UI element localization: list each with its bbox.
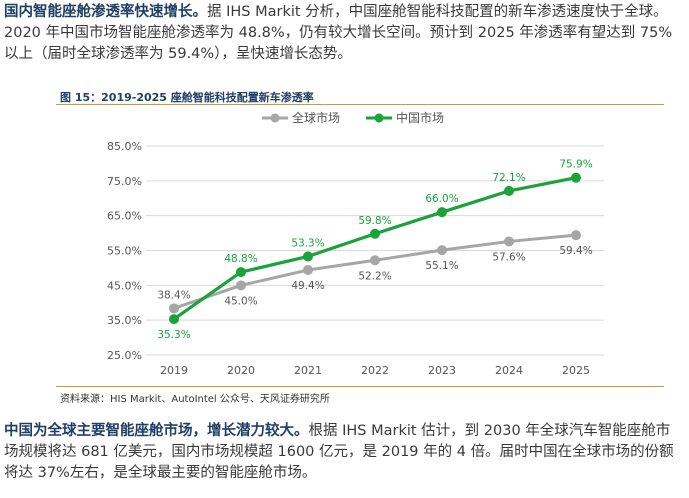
- data-label: 55.1%: [425, 260, 458, 272]
- data-label: 45.0%: [224, 295, 257, 307]
- x-tick-label: 2025: [562, 364, 590, 377]
- legend-label-china: 中国市场: [396, 110, 444, 125]
- x-tick-label: 2019: [160, 364, 188, 377]
- x-tick-label: 2024: [495, 364, 523, 377]
- gridlines: [146, 145, 604, 356]
- y-tick-label: 55.0%: [107, 245, 142, 258]
- y-tick-label: 45.0%: [107, 279, 142, 292]
- data-point: [169, 314, 179, 325]
- data-point: [571, 172, 581, 183]
- data-point: [504, 185, 514, 196]
- data-point: [370, 228, 380, 239]
- intro-lead: 国内智能座舱渗透率快速增长。: [4, 4, 207, 20]
- data-point: [370, 255, 380, 266]
- y-tick-label: 35.0%: [107, 314, 142, 327]
- outro-body: 根据 IHS Markit 估计，到 2030 年全球汽车智能座舱市场规模将达 …: [4, 423, 674, 481]
- data-point: [437, 245, 447, 256]
- legend-marker-global: [270, 113, 280, 123]
- y-axis-ticks: 25.0% 35.0% 45.0% 55.0% 65.0% 75.0% 85.0%: [107, 140, 142, 362]
- legend: 全球市场 中国市场: [262, 110, 444, 125]
- intro-paragraph: 国内智能座舱渗透率快速增长。据 IHS Markit 分析，中国座舱智能科技配置…: [4, 2, 684, 65]
- figure-title: 图 15：2019-2025 座舱智能科技配置新车渗透率: [60, 91, 314, 104]
- line-chart: 25.0% 35.0% 45.0% 55.0% 65.0% 75.0% 85.0% 2019…: [107, 110, 604, 377]
- data-point: [571, 230, 581, 241]
- data-point: [236, 267, 246, 278]
- data-point: [437, 207, 447, 218]
- outro-paragraph: 中国为全球主要智能座舱市场，增长潜力较大。根据 IHS Markit 估计，到 …: [4, 421, 684, 484]
- x-axis-ticks: 2019 2020 2021 2022 2023 2024 2025: [160, 364, 590, 377]
- data-label: 48.8%: [224, 253, 257, 265]
- figure-bottom-rule: [56, 386, 664, 387]
- y-tick-label: 75.0%: [107, 175, 142, 188]
- figure-top-rule: [56, 104, 664, 105]
- data-label: 35.3%: [157, 329, 190, 341]
- y-tick-label: 85.0%: [107, 140, 142, 153]
- x-tick-label: 2022: [361, 364, 389, 377]
- data-label: 75.9%: [559, 159, 592, 171]
- x-tick-label: 2023: [428, 364, 456, 377]
- outro-lead: 中国为全球主要智能座舱市场，增长潜力较大。: [4, 423, 309, 439]
- x-tick-label: 2020: [227, 364, 255, 377]
- y-tick-label: 65.0%: [107, 210, 142, 223]
- x-tick-label: 2021: [294, 364, 322, 377]
- data-label: 66.0%: [425, 193, 458, 205]
- data-point: [303, 265, 313, 276]
- figure-source: 资料来源：HIS Markit、AutoIntel 公众号、天风证券研究所: [60, 394, 330, 405]
- data-label: 52.2%: [358, 270, 391, 282]
- data-label: 53.3%: [291, 237, 324, 249]
- data-point: [236, 280, 246, 291]
- data-label: 57.6%: [492, 251, 525, 263]
- data-point: [169, 303, 179, 314]
- data-label: 38.4%: [157, 289, 190, 301]
- legend-label-global: 全球市场: [292, 110, 340, 125]
- data-label: 49.4%: [291, 280, 324, 292]
- intro-body: 据 IHS Markit 分析，中国座舱智能科技配置的新车渗透速度快于全球。20…: [4, 4, 673, 62]
- data-label: 59.4%: [559, 245, 592, 257]
- series-global: 38.4% 45.0% 49.4% 52.2% 55.1% 57.6% 59.4%: [157, 230, 593, 314]
- y-tick-label: 25.0%: [107, 349, 142, 362]
- data-label: 59.8%: [358, 215, 391, 227]
- data-point: [504, 236, 514, 247]
- data-point: [303, 251, 313, 262]
- legend-marker-china: [374, 113, 384, 123]
- series-china: 35.3% 48.8% 53.3% 59.8% 66.0% 72.1% 75.9%: [157, 159, 592, 341]
- data-label: 72.1%: [492, 172, 525, 184]
